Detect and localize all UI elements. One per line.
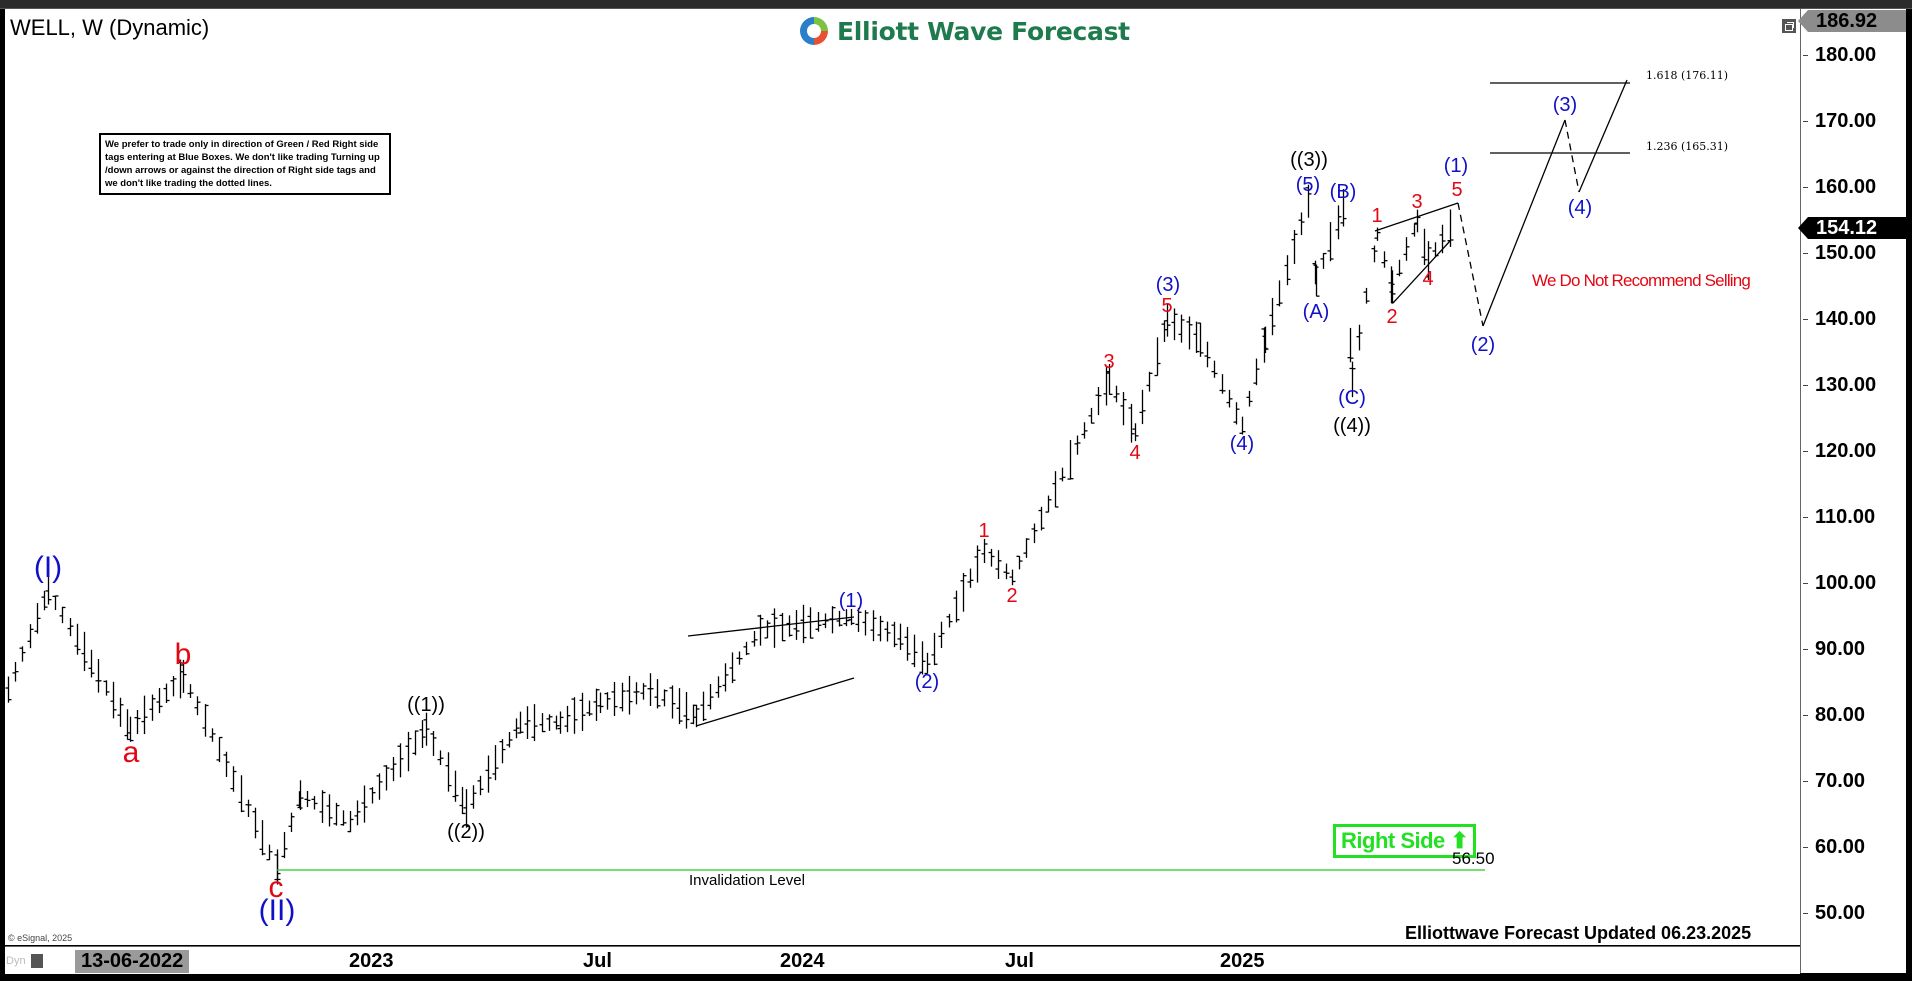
wave-label: 3 <box>1103 351 1115 373</box>
y-tick: 160.00 <box>1802 176 1877 198</box>
wave-label: (C) <box>1338 387 1366 409</box>
y-tick: 170.00 <box>1802 110 1877 132</box>
wave-label: 1 <box>1371 205 1383 227</box>
logo-text: Elliott Wave Forecast <box>837 16 1130 46</box>
wave-label: (I) <box>33 551 63 584</box>
wave-label: (1) <box>1443 155 1469 177</box>
footer-updated: Elliottwave Forecast Updated 06.23.2025 <box>1405 923 1752 943</box>
last-price-tag: 154.12 <box>1798 217 1906 239</box>
y-tick: 130.00 <box>1802 374 1877 396</box>
wave-label: a <box>122 736 140 769</box>
wave-label: (4) <box>1229 433 1255 455</box>
wave-label: 5 <box>1161 295 1173 317</box>
wave-label: (2) <box>914 671 940 693</box>
y-tick: 180.00 <box>1802 44 1877 66</box>
wave-label: 2 <box>1006 585 1018 607</box>
y-tick: 100.00 <box>1802 572 1877 594</box>
x-tick: 2023 <box>349 950 394 972</box>
wave-label: 4 <box>1129 442 1141 464</box>
wave-label: (3) <box>1552 94 1578 116</box>
brand-logo: Elliott Wave Forecast <box>797 14 1130 48</box>
fib-1618-label: 1.618 (176.11) <box>1646 69 1729 82</box>
y-tick: 140.00 <box>1802 308 1877 330</box>
price-axis[interactable] <box>1800 9 1906 973</box>
dynamic-label: Dyn <box>6 955 26 967</box>
window-top-bar <box>0 0 1912 9</box>
x-tick: Jul <box>583 950 612 972</box>
x-tick: Jul <box>1005 950 1034 972</box>
x-tick: 2025 <box>1220 950 1265 972</box>
right-side-label: Right Side <box>1341 828 1445 853</box>
wave-label: ((4)) <box>1333 415 1371 437</box>
wave-label: (1) <box>838 590 864 612</box>
y-tick: 80.00 <box>1802 704 1866 726</box>
wave-label: (5) <box>1295 174 1321 196</box>
wave-label: 5 <box>1451 179 1463 201</box>
cursor-date: 13-06-2022 <box>75 950 190 973</box>
wave-label: 1 <box>978 520 990 542</box>
invalidation-label: Invalidation Level <box>689 872 805 889</box>
wave-label: 4 <box>1422 268 1434 290</box>
logo-icon <box>800 17 828 45</box>
wave-label: c <box>268 871 284 904</box>
wave-label: ((2)) <box>447 821 485 843</box>
fib-1236-label: 1.236 (165.31) <box>1646 140 1729 153</box>
chart-title: WELL, W (Dynamic) <box>10 15 210 40</box>
trading-notice: We prefer to trade only in direction of … <box>99 133 391 195</box>
arrow-up-icon: ⬆ <box>1450 828 1469 853</box>
wave-label: b <box>174 638 192 671</box>
x-tick: 2024 <box>780 950 825 972</box>
y-tick: 150.00 <box>1802 242 1877 264</box>
wave-label: ((1)) <box>407 694 445 716</box>
restore-window-icon[interactable] <box>1782 19 1796 33</box>
wave-label: (3) <box>1155 274 1181 296</box>
right-side-tag: Right Side ⬆ <box>1333 824 1477 858</box>
wave-label: (2) <box>1470 334 1496 356</box>
high-price-tag: 186.92 <box>1798 10 1906 32</box>
wave-label: (4) <box>1567 197 1593 219</box>
wave-label: (B) <box>1329 181 1357 203</box>
wave-label: 2 <box>1386 306 1398 328</box>
y-tick: 70.00 <box>1802 770 1866 792</box>
y-tick: 50.00 <box>1802 902 1866 924</box>
copyright: © eSignal, 2025 <box>8 933 73 943</box>
time-axis[interactable] <box>5 946 1800 974</box>
wave-label: (II) <box>258 894 296 927</box>
y-tick: 120.00 <box>1802 440 1877 462</box>
wave-label: (A) <box>1302 301 1330 323</box>
y-tick: 90.00 <box>1802 638 1866 660</box>
wave-label: 3 <box>1411 191 1423 213</box>
wave-label: ((3)) <box>1290 149 1328 171</box>
invalidation-value: 56.50 <box>1452 849 1495 868</box>
y-tick: 110.00 <box>1802 506 1876 528</box>
y-tick: 60.00 <box>1802 836 1866 858</box>
lock-icon[interactable] <box>31 954 43 968</box>
no-sell-note: We Do Not Recommend Selling <box>1532 271 1751 290</box>
